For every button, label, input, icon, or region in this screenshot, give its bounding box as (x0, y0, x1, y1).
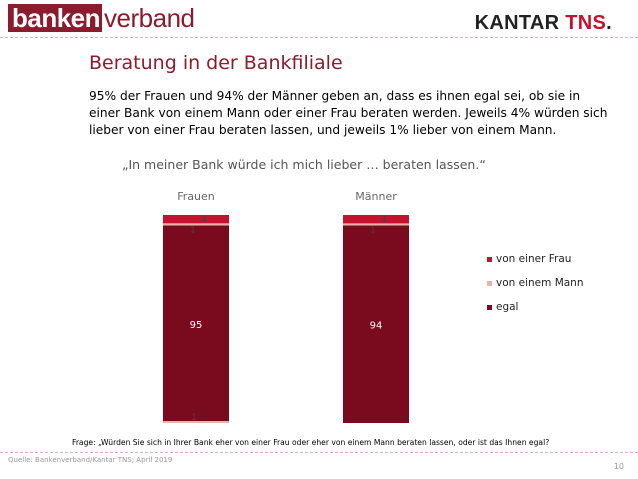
logo-tns: TNS (565, 12, 607, 34)
header-divider (0, 37, 638, 38)
logo-kantar: KANTAR (474, 12, 560, 34)
data-label-von-einem-mann-0: 1 (190, 225, 196, 235)
bar-base-line-0 (163, 421, 229, 423)
summary-text: 95% der Frauen und 94% der Männer geben … (89, 89, 608, 137)
legend-label-2: egal (496, 301, 518, 313)
legend-label-0: von einer Frau (496, 253, 571, 265)
logo-tns-mark: . (606, 12, 612, 34)
bar-von-einem-mann-0 (163, 223, 229, 226)
bar-von-einer-frau-0 (163, 215, 229, 224)
legend-swatch-0 (487, 257, 492, 262)
kantar-tns-logo: KANTAR TNS. (475, 12, 612, 35)
extra-label-0: 1 (191, 413, 197, 423)
data-label-egal-1: 94 (370, 320, 383, 331)
legend-label-1: von einem Mann (496, 277, 584, 289)
question-footnote: Frage: „Würden Sie sich in Ihrer Bank eh… (72, 438, 550, 447)
bar-egal-1 (343, 225, 409, 423)
source-note: Quelle: Bankenverband/Kantar TNS; April … (8, 456, 173, 464)
bankenverband-logo: banken verband (8, 4, 195, 32)
data-label-egal-0: 95 (190, 320, 203, 331)
data-label-von-einer-frau-0: 4 (201, 215, 207, 225)
category-label-0: Frauen (177, 190, 215, 203)
question-quote: „In meiner Bank würde ich mich lieber … … (122, 157, 486, 172)
footer-divider (0, 452, 638, 453)
bar-von-einer-frau-1 (343, 215, 409, 224)
legend-swatch-1 (487, 281, 492, 286)
bar-von-einem-mann-1 (343, 223, 409, 226)
category-label-1: Männer (355, 190, 397, 203)
data-label-von-einer-frau-1: 4 (381, 215, 387, 225)
bar-egal-0 (163, 225, 229, 423)
data-label-von-einem-mann-1: 1 (370, 226, 376, 236)
logo-part-banken: banken (8, 4, 103, 32)
legend-swatch-2 (487, 305, 492, 310)
slide-title: Beratung in der Bankfiliale (89, 52, 343, 74)
page-number: 10 (613, 462, 624, 471)
logo-part-verband: verband (104, 3, 195, 33)
